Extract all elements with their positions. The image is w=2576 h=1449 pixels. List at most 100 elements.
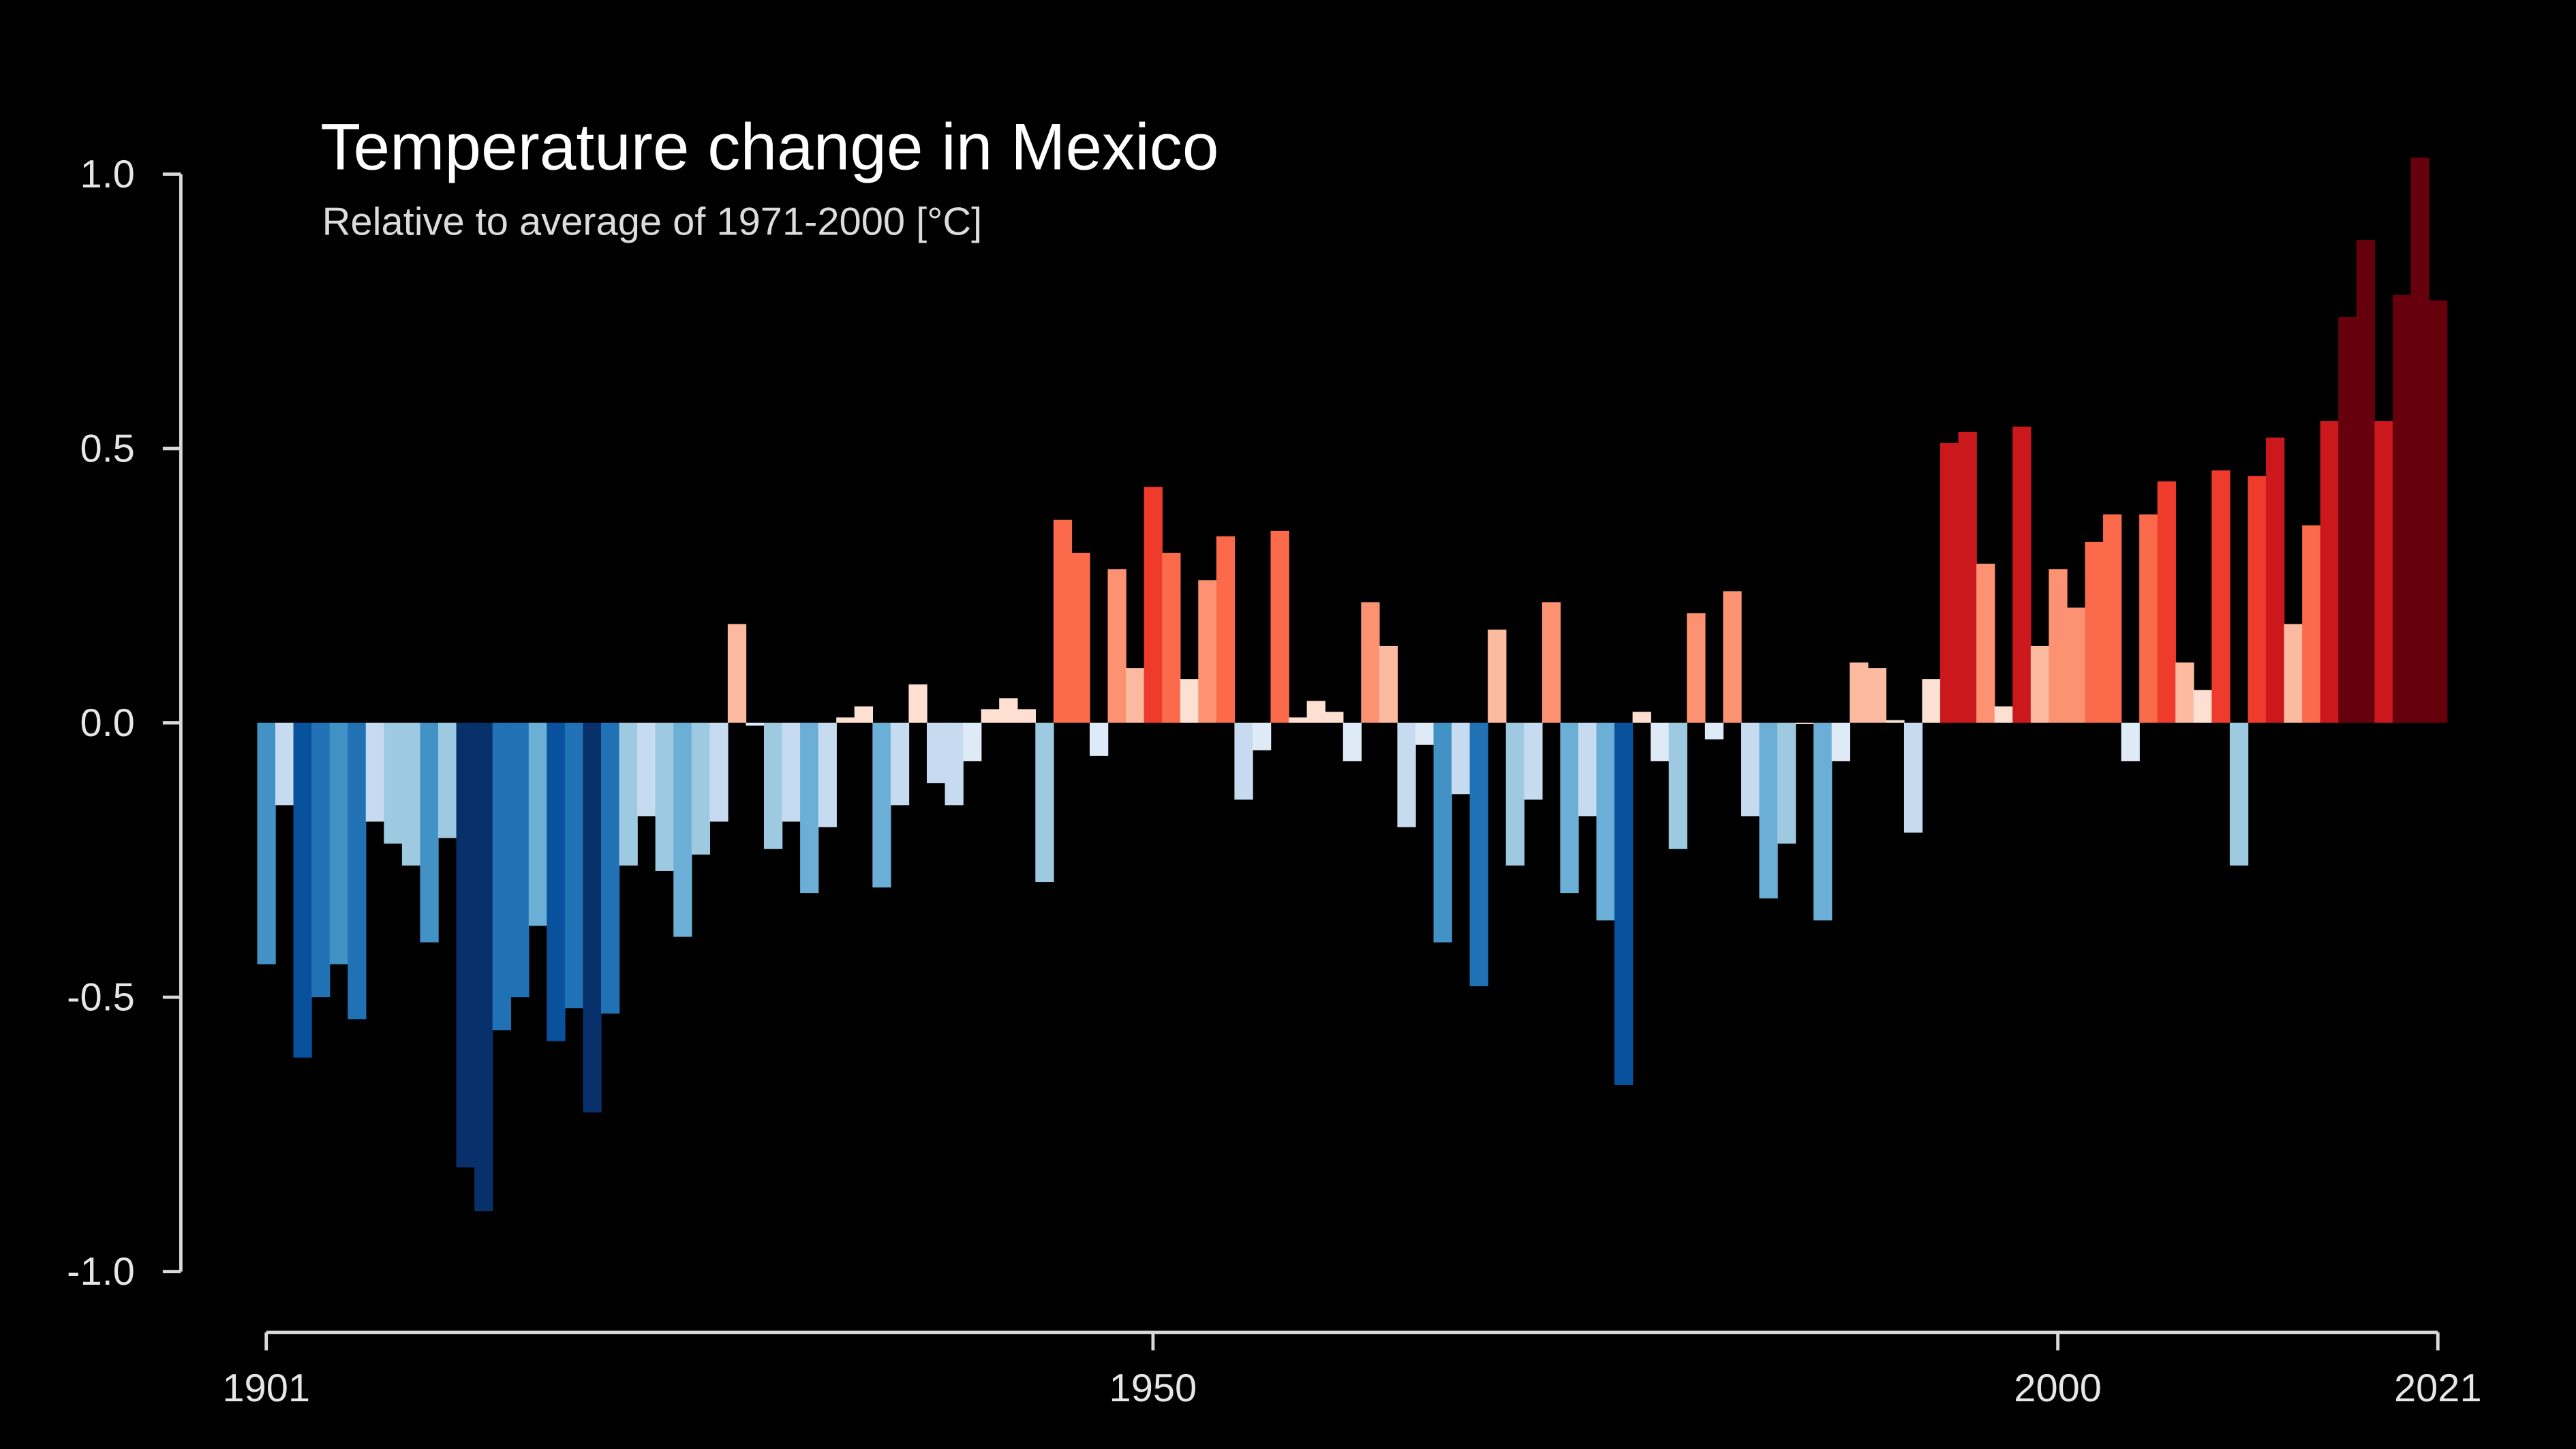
bar-1935 — [872, 722, 891, 888]
bar-2017 — [2356, 240, 2376, 723]
bar-1927 — [727, 624, 747, 723]
bar-1992 — [1903, 722, 1923, 833]
x-tick-label: 2021 — [2394, 1367, 2482, 1410]
bar-1978 — [1651, 722, 1670, 761]
bar-1984 — [1759, 722, 1778, 899]
x-tick-label: 1950 — [1109, 1367, 1197, 1410]
bar-2016 — [2338, 316, 2357, 723]
bar-1920 — [600, 722, 620, 1014]
bar-1945 — [1053, 519, 1073, 723]
bar-1921 — [619, 722, 638, 866]
bar-1952 — [1180, 679, 1199, 723]
bar-1939 — [945, 722, 964, 806]
bar-2004 — [2121, 722, 2140, 761]
bar-1965 — [1415, 722, 1435, 745]
bar-1986 — [1795, 722, 1814, 724]
bar-1926 — [709, 722, 729, 822]
bar-1918 — [564, 722, 584, 1009]
bar-2021 — [2429, 300, 2448, 723]
bar-1982 — [1723, 591, 1742, 723]
bar-1937 — [908, 684, 927, 723]
bar-1924 — [673, 722, 692, 937]
bar-1946 — [1071, 553, 1090, 723]
bar-1912 — [456, 722, 475, 1168]
bar-1914 — [492, 722, 511, 1031]
bar-1949 — [1126, 668, 1145, 723]
chart-title: Temperature change in Mexico — [320, 110, 1218, 183]
bar-1901 — [257, 722, 276, 964]
bar-1975 — [1596, 722, 1615, 921]
bar-1995 — [1958, 431, 1977, 723]
bar-1953 — [1198, 580, 1217, 723]
bar-1938 — [926, 722, 946, 784]
bar-1990 — [1867, 668, 1887, 723]
y-tick-label: -0.5 — [67, 975, 135, 1019]
bar-2013 — [2284, 624, 2303, 723]
bar-1971 — [1524, 722, 1543, 800]
bar-2003 — [2103, 514, 2122, 723]
y-tick-label: 0.0 — [80, 701, 134, 745]
bar-2010 — [2229, 722, 2249, 866]
y-axis: 1.0 0.5 0.0 -0.5 -1.0 — [67, 153, 183, 1294]
bar-1987 — [1813, 722, 1833, 921]
bar-1923 — [655, 722, 674, 871]
bar-1913 — [474, 722, 493, 1212]
bar-2019 — [2392, 294, 2412, 723]
bar-2001 — [2066, 607, 2086, 723]
bar-1960 — [1325, 712, 1344, 723]
bar-1929 — [763, 722, 783, 849]
bar-2015 — [2320, 421, 2339, 723]
bar-1969 — [1488, 629, 1507, 723]
bar-1976 — [1614, 722, 1634, 1085]
bar-1955 — [1234, 722, 1253, 800]
bar-1998 — [2012, 426, 2031, 723]
bar-1961 — [1343, 722, 1362, 761]
bar-1908 — [384, 722, 403, 844]
bar-1943 — [1017, 709, 1037, 723]
bar-1956 — [1252, 722, 1272, 750]
bar-2020 — [2410, 157, 2429, 723]
bar-1951 — [1162, 553, 1181, 723]
bar-1933 — [836, 717, 855, 723]
bar-1959 — [1306, 701, 1325, 723]
bars-group — [257, 157, 2448, 1212]
bar-1966 — [1433, 722, 1452, 943]
bar-1989 — [1850, 662, 1869, 723]
bar-1907 — [365, 722, 385, 822]
bar-2008 — [2193, 690, 2213, 723]
bar-1903 — [293, 722, 312, 1058]
bar-1944 — [1035, 722, 1054, 883]
bar-1999 — [2030, 645, 2050, 723]
bar-2000 — [2049, 569, 2068, 723]
bar-1973 — [1560, 722, 1579, 894]
bar-1902 — [275, 722, 294, 806]
bar-1925 — [691, 722, 711, 855]
bar-1904 — [311, 722, 331, 998]
bar-2018 — [2374, 421, 2393, 723]
bar-1970 — [1505, 722, 1525, 866]
bar-1909 — [401, 722, 421, 866]
x-axis: 1901 1950 2000 2021 — [222, 1330, 2482, 1410]
bar-1936 — [890, 722, 910, 806]
bar-1932 — [818, 722, 837, 827]
bar-1980 — [1687, 613, 1706, 723]
bar-1988 — [1831, 722, 1850, 761]
chart-subtitle: Relative to average of 1971-2000 [°C] — [322, 200, 983, 244]
bar-1957 — [1270, 530, 1289, 723]
bar-2002 — [2085, 541, 2104, 723]
x-tick-label: 1901 — [222, 1367, 310, 1410]
bar-1915 — [510, 722, 530, 998]
bar-1940 — [963, 722, 982, 761]
bar-1983 — [1741, 722, 1760, 817]
bar-1947 — [1089, 722, 1109, 756]
bar-2006 — [2157, 481, 2176, 723]
bar-1994 — [1940, 442, 1959, 723]
bar-1964 — [1397, 722, 1416, 827]
bar-1968 — [1469, 722, 1488, 987]
bar-1916 — [528, 722, 548, 926]
bar-1958 — [1289, 717, 1308, 723]
bar-1962 — [1361, 602, 1380, 723]
bar-1993 — [1922, 679, 1941, 723]
bar-1934 — [854, 706, 874, 723]
bar-1972 — [1542, 602, 1561, 723]
